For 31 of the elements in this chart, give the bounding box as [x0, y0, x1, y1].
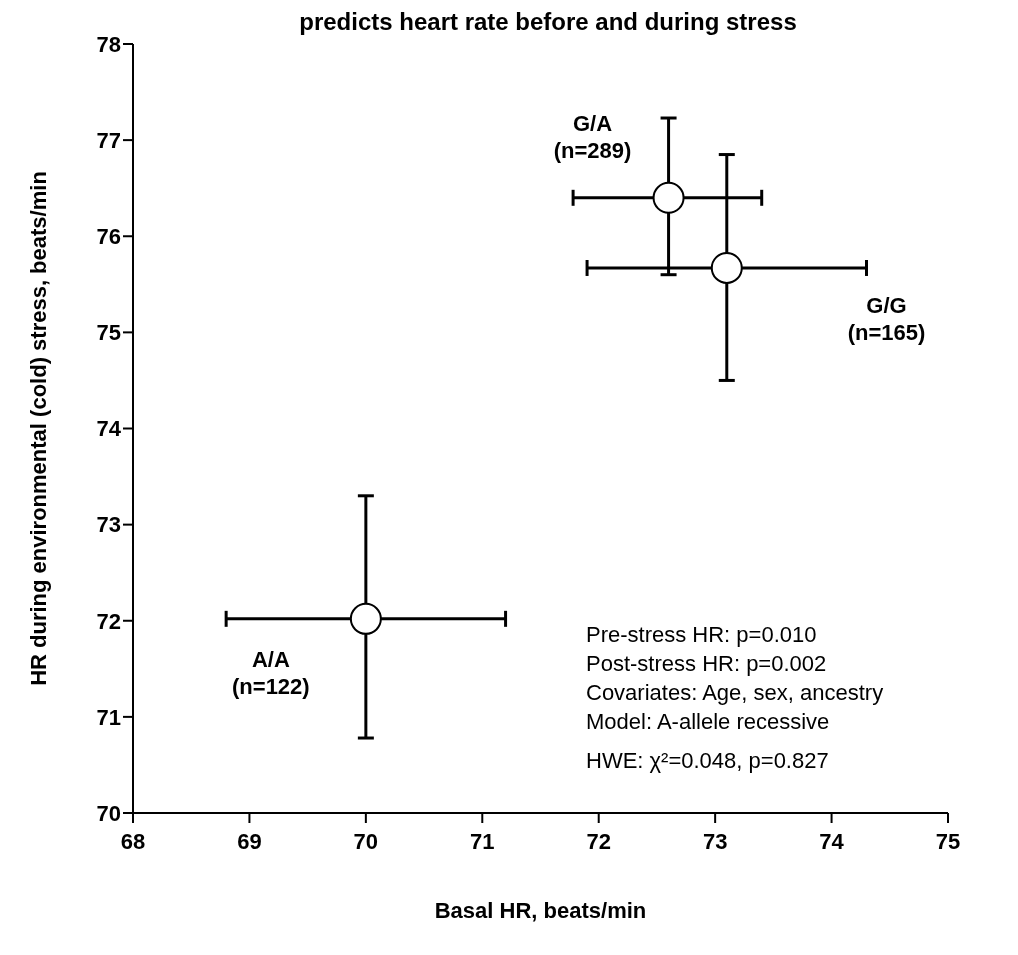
point — [652, 181, 685, 214]
x-tick-label: 69 — [237, 828, 262, 854]
y-tick-label: 73 — [96, 512, 121, 538]
x-tick-label: 73 — [702, 828, 728, 854]
y-tick-label: 72 — [96, 608, 121, 634]
x-tick-label: 72 — [586, 828, 611, 854]
y-tick-label: 76 — [96, 224, 121, 250]
x-tick-label: 74 — [819, 828, 845, 854]
x-tick-label: 71 — [470, 828, 495, 854]
annotation: HWE: χ²=0.048, p=0.827 — [586, 747, 830, 775]
y-axis-title: HR during environmental (cold) stress, beats/min — [25, 171, 51, 686]
annotation: Post-stress HR: p=0.002 — [586, 650, 828, 678]
annotation: Model: A-allele recessive — [586, 708, 831, 736]
y-tick-label: 70 — [96, 800, 121, 826]
annotation: Covariates: Age, sex, ancestry — [586, 679, 884, 707]
chart-title: predicts heart rate before and during stress — [298, 8, 798, 36]
annotation: Pre-stress HR: p=0.010 — [586, 621, 818, 649]
x-tick-label: 70 — [353, 828, 379, 854]
annotation: G/G (n=165) — [847, 292, 926, 345]
annotation: G/A (n=289) — [553, 110, 632, 163]
annotation: A/A (n=122) — [232, 646, 310, 699]
x-axis-title: Basal HR, beats/min — [434, 898, 647, 923]
y-tick-label: 77 — [96, 127, 121, 153]
x-tick-label: 68 — [120, 828, 146, 854]
y-tick-label: 71 — [96, 704, 121, 730]
point — [349, 602, 382, 635]
y-tick-label: 74 — [96, 416, 122, 442]
y-tick-label: 75 — [96, 320, 121, 346]
y-tick-label: 78 — [96, 31, 121, 57]
point — [710, 251, 743, 284]
x-tick-label: 75 — [935, 828, 961, 854]
